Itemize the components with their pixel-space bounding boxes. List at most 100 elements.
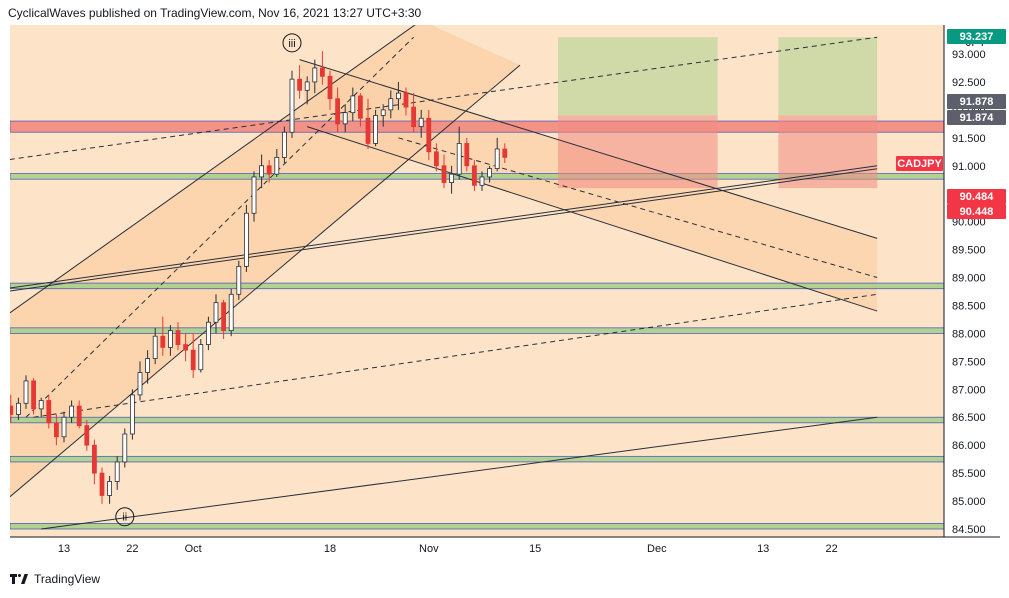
candle [38, 397, 44, 418]
candle-body [487, 168, 493, 178]
candle-body [388, 98, 394, 111]
candle [54, 414, 59, 446]
candle [152, 327, 158, 365]
candle [205, 316, 211, 351]
price-tick-label: 87.000 [952, 384, 986, 396]
candle [76, 400, 82, 429]
price-label-bg [947, 204, 1006, 219]
candle [502, 143, 508, 163]
candle-body [54, 422, 59, 438]
price-tick-label: 88.000 [952, 328, 986, 340]
candle-body [357, 95, 363, 119]
candle [137, 361, 143, 401]
candle-body [418, 117, 424, 128]
candle-body [190, 349, 196, 371]
price-tick-label: 87.500 [952, 356, 986, 368]
candle [411, 93, 417, 133]
candle [327, 70, 333, 110]
candle-body [471, 165, 477, 186]
candle [99, 467, 105, 504]
candle [297, 65, 303, 99]
candle [312, 59, 318, 94]
price-zone [10, 282, 944, 290]
time-tick-label: 18 [324, 543, 336, 555]
candle [122, 428, 128, 468]
candle [388, 90, 394, 119]
horizontal-zones [10, 120, 944, 530]
price-tick-label: 85.000 [952, 496, 986, 508]
candle [243, 204, 249, 272]
price-tick-label: 91.000 [952, 161, 986, 173]
price-tick-label: 92.500 [952, 77, 986, 89]
candle [145, 350, 151, 384]
candle-body [304, 81, 310, 91]
tradingview-footer[interactable]: TradingView [10, 572, 100, 586]
candle [426, 109, 432, 161]
trend-line [299, 59, 878, 239]
price-label-text: CADJPY [897, 158, 942, 170]
candle [114, 456, 120, 490]
candle-body [46, 400, 52, 424]
time-tick-label: Nov [419, 543, 439, 555]
price-tick-label: 89.500 [952, 245, 986, 257]
candle-body [342, 112, 348, 125]
candle [479, 171, 485, 191]
candle-body [243, 212, 249, 267]
trend-line [25, 36, 414, 418]
candle-body [373, 115, 379, 144]
price-label: 90.484 [947, 189, 1006, 204]
candle-body [365, 117, 371, 144]
candle [456, 126, 462, 180]
candle [190, 333, 196, 379]
time-tick-label: 15 [529, 543, 541, 555]
candle-body [494, 148, 500, 169]
price-tick-label: 86.500 [952, 412, 986, 424]
candle-body [23, 380, 29, 404]
candle [259, 154, 265, 189]
price-label-bg [947, 110, 1006, 125]
trend-line [307, 126, 878, 312]
candle-body [10, 405, 14, 415]
candle [266, 160, 272, 183]
candle-body [61, 416, 67, 438]
candle-body [137, 372, 143, 396]
price-zone [10, 523, 944, 530]
candle-body [281, 131, 287, 158]
candle [464, 137, 470, 172]
tradingview-logo-icon [10, 574, 28, 584]
trend-line [41, 416, 878, 530]
price-tick-label: 89.000 [952, 273, 986, 285]
candle-body [92, 444, 97, 474]
candle-body [266, 165, 272, 175]
candle-body [479, 176, 485, 186]
candle-body [31, 380, 37, 410]
position-box [558, 115, 718, 189]
candle-body [502, 148, 508, 158]
candle-body [464, 143, 470, 167]
time-tick-label: 22 [825, 543, 837, 555]
candle [395, 81, 401, 110]
wave-label: iii [288, 38, 295, 50]
candle-body [456, 143, 462, 175]
candle-body [129, 394, 135, 435]
candle [31, 378, 37, 415]
candle [175, 322, 181, 351]
candle-body [38, 400, 44, 410]
candle-body [213, 302, 219, 323]
candle [274, 149, 280, 177]
candle [61, 411, 67, 443]
candle [107, 475, 112, 504]
candle-body [122, 433, 128, 463]
candle-body [350, 95, 356, 114]
price-zone [10, 327, 944, 334]
candle-body [205, 321, 211, 345]
price-label-text: 91.874 [960, 112, 995, 124]
time-tick-label: Oct [185, 543, 202, 555]
candle [221, 299, 227, 339]
tradingview-brand: TradingView [34, 572, 101, 586]
price-label-text: 90.448 [960, 206, 994, 218]
candle-body [433, 151, 439, 167]
candle-body [327, 75, 333, 100]
candle [471, 160, 477, 191]
